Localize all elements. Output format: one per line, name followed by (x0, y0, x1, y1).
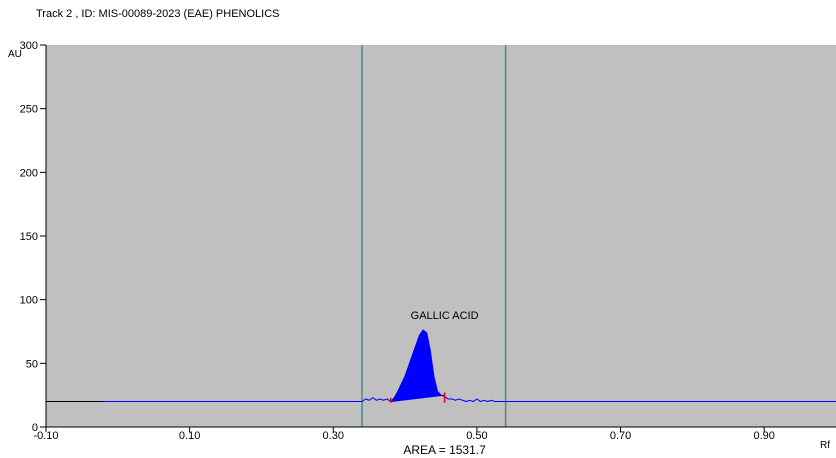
y-tick-label: 200 (20, 167, 38, 179)
area-annotation: AREA = 1531.7 (403, 443, 486, 457)
y-tick-label: 50 (26, 358, 38, 370)
y-axis-label: AU (8, 49, 22, 60)
plot-area (46, 45, 836, 427)
x-axis-label: Rf (820, 440, 830, 451)
x-tick-label: 0.30 (323, 430, 344, 442)
x-tick-label: 0.50 (466, 430, 487, 442)
y-tick-label: 0 (32, 422, 38, 434)
y-tick-label: 100 (20, 295, 38, 307)
x-tick-label: -0.10 (33, 430, 58, 442)
x-tick-label: 0.70 (610, 430, 631, 442)
y-tick-label: 150 (20, 231, 38, 243)
chart-title: Track 2 , ID: MIS-00089-2023 (EAE) PHENO… (36, 8, 280, 20)
x-tick-label: 0.90 (753, 430, 774, 442)
y-tick-label: 300 (20, 40, 38, 52)
peak-label-gallic-acid: GALLIC ACID (411, 310, 479, 322)
y-tick-label: 250 (20, 104, 38, 116)
x-tick-label: 0.10 (179, 430, 200, 442)
chromatogram-trace (103, 329, 836, 403)
